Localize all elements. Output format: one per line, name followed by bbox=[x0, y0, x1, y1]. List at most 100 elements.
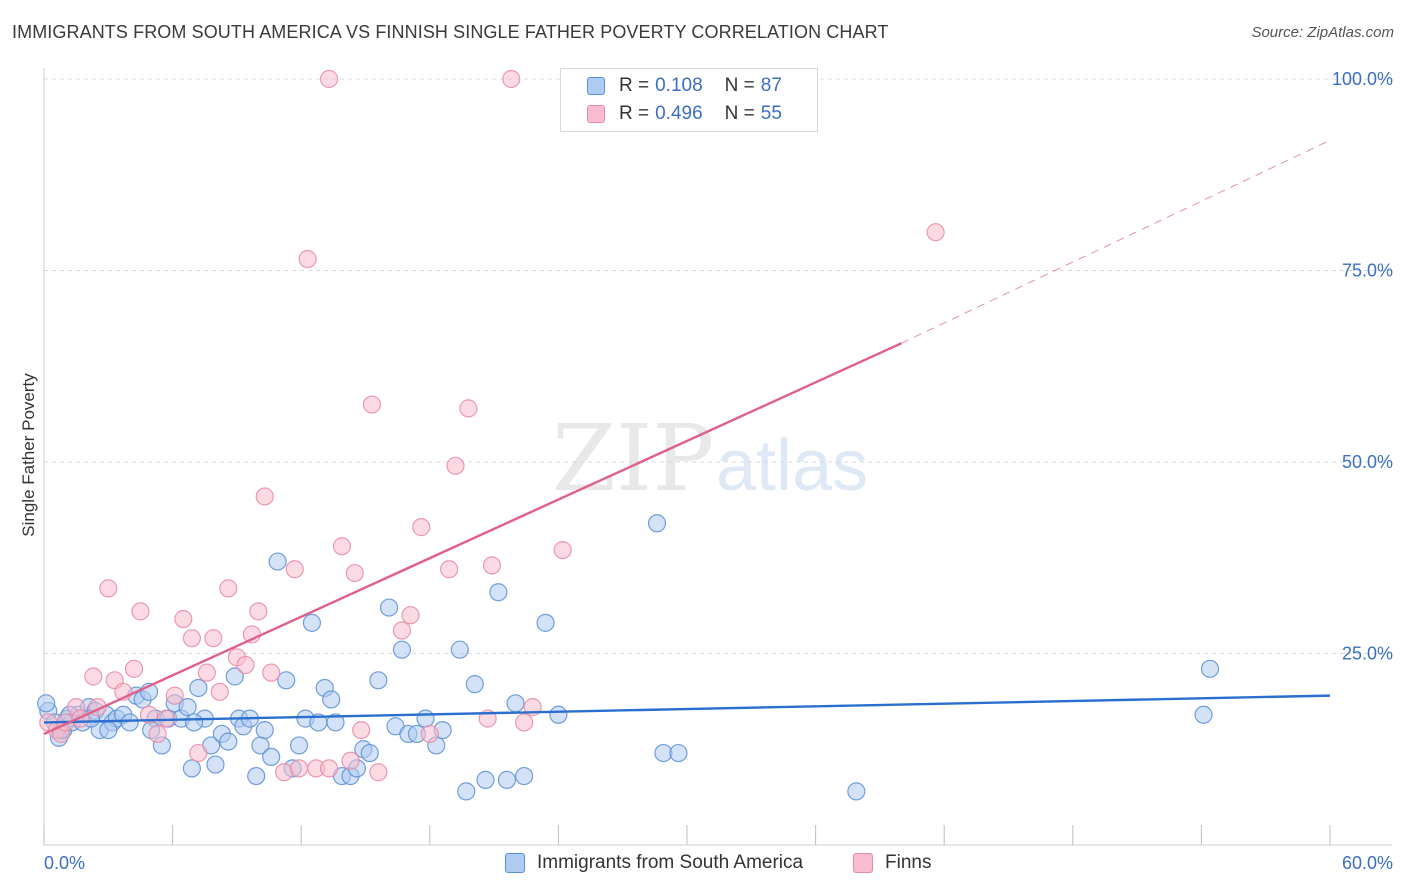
point-finns bbox=[345, 563, 364, 583]
y-tick-label: 50.0% bbox=[1342, 452, 1393, 472]
point-finns bbox=[99, 579, 118, 598]
point-south-america bbox=[255, 720, 274, 740]
bottom-legend-swatch-pink bbox=[853, 853, 873, 873]
legend-swatch-pink bbox=[587, 105, 605, 123]
y-tick-label: 25.0% bbox=[1342, 644, 1393, 664]
point-finns bbox=[131, 602, 150, 621]
point-south-america bbox=[489, 583, 508, 602]
watermark-atlas: atlas bbox=[716, 426, 868, 506]
point-south-america bbox=[277, 671, 296, 690]
x-tick-label: 0.0% bbox=[44, 853, 85, 873]
point-south-america bbox=[225, 667, 244, 686]
point-finns bbox=[165, 686, 184, 705]
bottom-legend-south-america: Immigrants from South America bbox=[505, 852, 803, 874]
point-finns bbox=[124, 659, 144, 678]
point-finns bbox=[210, 682, 229, 701]
point-finns bbox=[369, 763, 388, 782]
point-finns bbox=[249, 602, 268, 621]
legend-n-label: N = bbox=[724, 75, 755, 96]
point-south-america bbox=[326, 713, 345, 732]
legend-r-label: R = bbox=[619, 103, 650, 124]
trend-line-finns bbox=[43, 342, 902, 736]
point-finns bbox=[298, 249, 317, 269]
point-finns bbox=[446, 456, 465, 475]
point-finns bbox=[352, 720, 371, 740]
point-south-america bbox=[120, 713, 139, 732]
point-finns bbox=[285, 560, 304, 579]
point-south-america bbox=[392, 640, 412, 659]
legend-swatch-blue bbox=[587, 77, 605, 95]
point-finns bbox=[204, 629, 223, 648]
point-south-america bbox=[506, 694, 525, 713]
point-south-america bbox=[465, 675, 484, 694]
point-finns bbox=[332, 537, 352, 556]
y-tick-label: 75.0% bbox=[1342, 261, 1393, 281]
point-finns bbox=[482, 556, 502, 575]
point-south-america bbox=[322, 690, 341, 709]
point-south-america bbox=[247, 766, 266, 786]
point-finns bbox=[174, 609, 193, 629]
legend-n-value: 87 bbox=[760, 75, 782, 96]
point-south-america bbox=[847, 782, 866, 801]
watermark-zip: ZIP bbox=[552, 405, 714, 512]
point-finns bbox=[262, 663, 281, 682]
point-finns bbox=[219, 579, 238, 598]
x-tick-label: 60.0% bbox=[1342, 853, 1393, 873]
bottom-legend-swatch-blue bbox=[505, 853, 525, 873]
legend-r-value: 0.108 bbox=[655, 75, 703, 96]
point-south-america bbox=[1200, 659, 1220, 678]
point-south-america bbox=[99, 720, 118, 740]
point-finns bbox=[148, 724, 167, 744]
legend-row-finns: R = 0.496 N = 55 bbox=[587, 101, 782, 127]
point-south-america bbox=[416, 709, 435, 728]
point-south-america bbox=[515, 766, 534, 786]
point-south-america bbox=[379, 598, 399, 617]
legend-r-label: R = bbox=[619, 75, 650, 96]
point-finns bbox=[341, 751, 360, 770]
point-finns bbox=[439, 560, 459, 579]
legend-row-south-america: R = 0.108 N = 87 bbox=[587, 73, 782, 99]
point-finns bbox=[197, 663, 216, 682]
legend-n-label: N = bbox=[724, 103, 755, 124]
point-finns bbox=[319, 69, 339, 89]
point-south-america bbox=[262, 747, 281, 767]
point-finns bbox=[553, 540, 572, 560]
point-finns bbox=[515, 713, 534, 732]
correlation-legend: R = 0.108 N = 87 R = 0.496 N = 55 bbox=[560, 68, 818, 132]
point-finns bbox=[392, 621, 412, 640]
trend-line-south-america bbox=[43, 694, 1331, 724]
bottom-legend-finns: Finns bbox=[853, 852, 931, 874]
point-south-america bbox=[178, 698, 197, 717]
point-finns bbox=[412, 518, 431, 537]
trend-line-finns-extension bbox=[901, 139, 1331, 344]
bottom-legend-label: Finns bbox=[885, 852, 932, 873]
point-finns bbox=[236, 655, 255, 675]
point-south-america bbox=[369, 671, 388, 690]
point-finns bbox=[182, 629, 201, 648]
point-south-america bbox=[476, 770, 495, 789]
point-south-america bbox=[457, 782, 476, 801]
legend-n-value: 55 bbox=[760, 103, 782, 124]
y-tick-label: 100.0% bbox=[1332, 69, 1393, 89]
source-label: Source: ZipAtlas.com bbox=[1251, 24, 1394, 41]
point-finns bbox=[420, 724, 439, 744]
point-south-america bbox=[497, 770, 517, 789]
point-finns bbox=[255, 487, 274, 506]
point-south-america bbox=[206, 755, 225, 774]
point-finns bbox=[362, 395, 382, 414]
y-axis-label: Single Father Poverty bbox=[19, 373, 38, 537]
point-finns bbox=[289, 759, 309, 778]
point-south-america bbox=[549, 705, 568, 724]
point-south-america bbox=[37, 694, 56, 713]
point-finns bbox=[926, 223, 945, 242]
point-finns bbox=[189, 743, 208, 763]
point-south-america bbox=[360, 743, 379, 763]
point-finns bbox=[459, 399, 478, 418]
point-finns bbox=[502, 69, 521, 89]
bottom-legend-label: Immigrants from South America bbox=[537, 852, 804, 873]
point-finns bbox=[84, 667, 103, 686]
point-south-america bbox=[302, 613, 322, 632]
point-finns bbox=[274, 763, 294, 782]
point-south-america bbox=[182, 759, 201, 778]
